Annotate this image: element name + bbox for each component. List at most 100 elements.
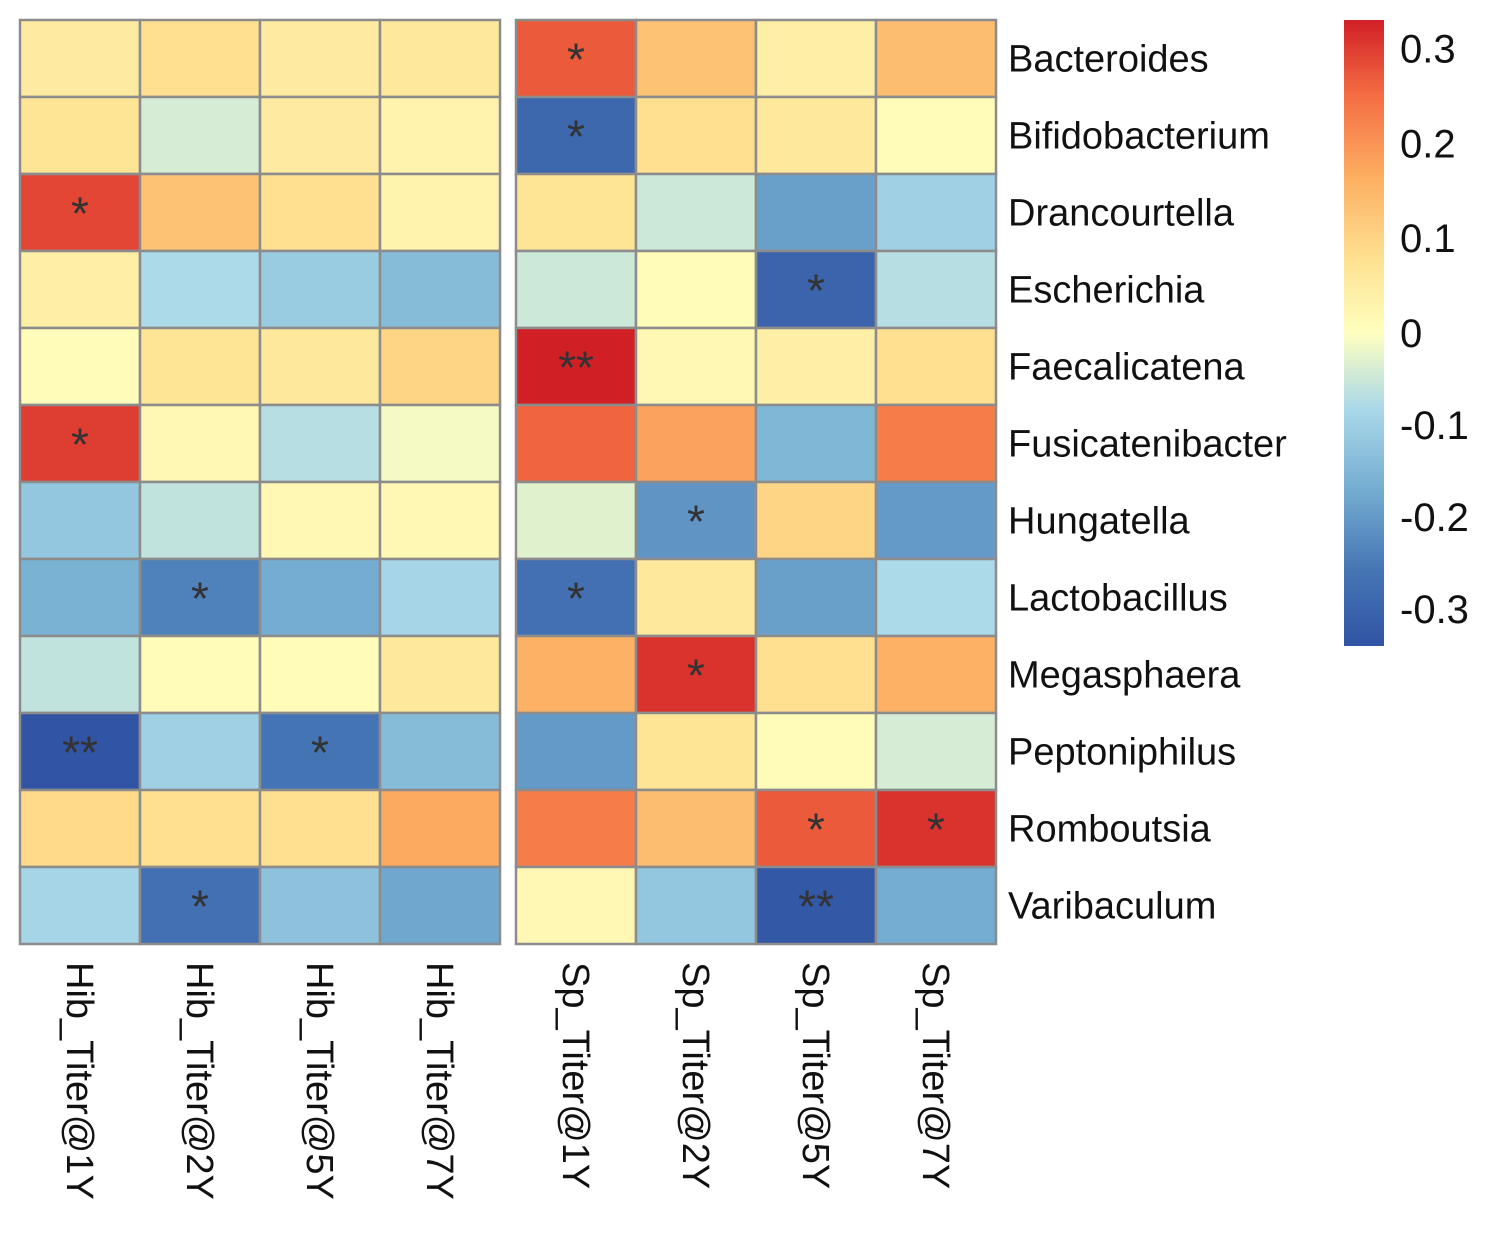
- heatmap-cell: [634, 249, 758, 330]
- heatmap-cell: [258, 249, 382, 330]
- color-legend: 0.3 0.2 0.1 0 -0.1 -0.2 -0.3: [1344, 20, 1469, 646]
- heatmap-cell: [754, 865, 878, 946]
- row-label: Hungatella: [1008, 501, 1191, 543]
- row-label: Fusicatenibacter: [1008, 424, 1287, 466]
- legend-tick-label: 0.1: [1400, 217, 1456, 261]
- heatmap-cell: [634, 172, 758, 253]
- column-label: Hib_Titer@5Y: [298, 962, 340, 1200]
- heatmap-cell: [258, 18, 382, 99]
- heatmap-cell: [514, 480, 638, 561]
- row-label: Faecalicatena: [1008, 347, 1245, 389]
- significance-marker: *: [311, 727, 329, 779]
- significance-markers: ********* **** ** ** **: [62, 34, 945, 933]
- heatmap-cell: [874, 480, 998, 561]
- heatmap-cell: [258, 172, 382, 253]
- row-label: Escherichia: [1008, 270, 1205, 312]
- heatmap-cell: [754, 557, 878, 638]
- heatmap-cell: [754, 95, 878, 176]
- heatmap-cell: [258, 403, 382, 484]
- heatmap-cell: [378, 557, 502, 638]
- heatmap-cell: [874, 557, 998, 638]
- row-label: Megasphaera: [1008, 655, 1241, 697]
- heatmap-cell: [874, 172, 998, 253]
- column-label: Sp_Titer@5Y: [794, 962, 836, 1189]
- row-label: Romboutsia: [1008, 809, 1212, 851]
- significance-marker: **: [798, 881, 834, 933]
- heatmap-cell: [138, 480, 262, 561]
- heatmap-cell: [18, 788, 142, 869]
- row-label: Drancourtella: [1008, 193, 1235, 235]
- row-label: Bifidobacterium: [1008, 116, 1270, 158]
- heatmap-cell: [634, 95, 758, 176]
- column-label: Sp_Titer@1Y: [554, 962, 596, 1189]
- heatmap-cell: [378, 711, 502, 792]
- column-label: Hib_Titer@2Y: [178, 962, 220, 1200]
- column-label: Hib_Titer@7Y: [418, 962, 460, 1200]
- heatmap-cell: [378, 480, 502, 561]
- heatmap-cell: [514, 18, 638, 99]
- heatmap-cell: [378, 95, 502, 176]
- heatmap-cell: [378, 326, 502, 407]
- heatmap-cell: [754, 326, 878, 407]
- significance-marker: *: [191, 573, 209, 625]
- significance-marker: **: [62, 727, 98, 779]
- heatmap-cell: [378, 18, 502, 99]
- significance-marker: *: [927, 804, 945, 856]
- heatmap-cell: [754, 18, 878, 99]
- row-label: Bacteroides: [1008, 39, 1209, 81]
- heatmap-cell: [514, 865, 638, 946]
- heatmap-cell: [258, 788, 382, 869]
- heatmap-cell: [634, 865, 758, 946]
- heatmap-cell: [138, 326, 262, 407]
- heatmap-cell: [18, 403, 142, 484]
- heatmap-cell: [874, 634, 998, 715]
- heatmap-cell: [138, 557, 262, 638]
- heatmap-cell: [258, 480, 382, 561]
- significance-marker: *: [807, 804, 825, 856]
- heatmap-cell: [874, 865, 998, 946]
- heatmap-cell: [138, 403, 262, 484]
- heatmap-cell: [138, 711, 262, 792]
- heatmap-cell: [874, 326, 998, 407]
- heatmap-cell: [378, 788, 502, 869]
- heatmap-cell: [874, 18, 998, 99]
- heatmap-cell: [514, 249, 638, 330]
- heatmap-cell: [138, 788, 262, 869]
- column-label: Sp_Titer@7Y: [914, 962, 956, 1189]
- significance-marker: *: [567, 573, 585, 625]
- row-label: Varibaculum: [1008, 886, 1216, 928]
- heatmap-cell: [18, 18, 142, 99]
- heatmap-cell: [634, 634, 758, 715]
- heatmap-cell: [18, 865, 142, 946]
- heatmap-cell: [874, 249, 998, 330]
- heatmap-cell: [258, 95, 382, 176]
- heatmap-cell: [18, 95, 142, 176]
- heatmap-cell: [634, 788, 758, 869]
- significance-marker: *: [567, 111, 585, 163]
- heatmap-cell: [514, 711, 638, 792]
- legend-tick-label: 0: [1400, 312, 1422, 356]
- heatmap-cell: [874, 788, 998, 869]
- heatmap-cell: [874, 95, 998, 176]
- heatmap-cell: [18, 480, 142, 561]
- heatmap-cell: [138, 95, 262, 176]
- heatmap-cell: [258, 326, 382, 407]
- heatmap-cell: [258, 557, 382, 638]
- heatmap-cell: [754, 403, 878, 484]
- heatmap-cell: [138, 18, 262, 99]
- column-label: Hib_Titer@1Y: [58, 962, 100, 1200]
- legend-tick-label: 0.3: [1400, 27, 1456, 71]
- significance-marker: *: [71, 419, 89, 471]
- column-label: Sp_Titer@2Y: [674, 962, 716, 1189]
- heatmap-cell: [634, 557, 758, 638]
- heatmap-cell: [138, 249, 262, 330]
- legend-tick-label: -0.3: [1400, 588, 1469, 632]
- heatmap-cell: [18, 634, 142, 715]
- legend-color-bar: [1344, 20, 1384, 646]
- heatmap-cell: [138, 172, 262, 253]
- heatmap-cell: [258, 634, 382, 715]
- legend-tick-label: 0.2: [1400, 122, 1456, 166]
- heatmap-cell: [18, 557, 142, 638]
- heatmap-cell: [514, 634, 638, 715]
